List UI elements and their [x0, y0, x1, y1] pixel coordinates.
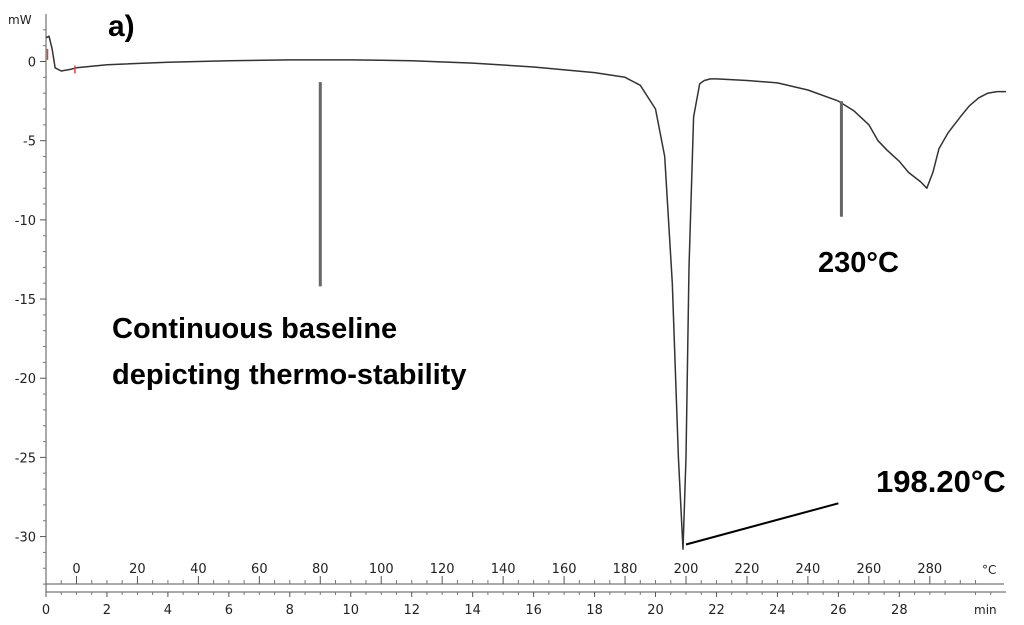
- temp-tick-label: 260: [856, 562, 881, 577]
- annotation-baseline-line2: depicting thermo-stability: [112, 359, 466, 391]
- x-axis-time: 0 2 4 6 8 10 12 14 16 18 20 22 24 26 28: [42, 592, 992, 618]
- panel-label: a): [108, 10, 135, 43]
- x-tick-label: 12: [403, 603, 420, 618]
- y-tick-label: -30: [15, 531, 36, 546]
- temp-tick-label: 160: [552, 562, 577, 577]
- temp-tick-label: 180: [613, 562, 638, 577]
- y-tick-label: -20: [15, 372, 36, 387]
- x-tick-label: 6: [225, 603, 233, 618]
- y-tick-label: 0: [28, 56, 36, 71]
- x-tick-label: 22: [708, 603, 725, 618]
- x-tick-label: 26: [830, 603, 847, 618]
- x-tick-label: 4: [164, 603, 172, 618]
- annotation-baseline-line1: Continuous baseline: [112, 313, 397, 345]
- x-tick-label: 24: [769, 603, 786, 618]
- temp-tick-label: 280: [917, 562, 942, 577]
- temp-tick-label: 0: [72, 562, 80, 577]
- annotation-peak: 198.20°C: [876, 464, 1006, 499]
- temp-tick-label: 80: [312, 562, 329, 577]
- x-unit-label: min: [974, 603, 997, 617]
- temp-tick-label: 20: [129, 562, 146, 577]
- x-tick-label: 28: [891, 603, 908, 618]
- annotation-onset: 230°C: [818, 247, 899, 279]
- y-axis: 0 -5 -10 -15 -20 -25 -30: [15, 29, 46, 585]
- temp-tick-label: 100: [369, 562, 394, 577]
- x-tick-label: 20: [647, 603, 664, 618]
- temp-tick-label: 240: [795, 562, 820, 577]
- plot-frame: [45, 14, 1006, 593]
- x-tick-label: 16: [525, 603, 542, 618]
- temp-tick-label: 40: [190, 562, 207, 577]
- x-axis-temperature: 0 20 40 60 80 100 120 140 160 180 200 220 240 260 280: [46, 562, 1004, 585]
- peak-leader-line: [685, 502, 839, 546]
- y-tick-label: -5: [23, 135, 36, 150]
- temp-tick-label: 200: [674, 562, 699, 577]
- y-tick-label: -25: [15, 451, 36, 466]
- y-unit-label: mW: [8, 13, 32, 27]
- annotations: [318, 82, 843, 546]
- temp-tick-label: 60: [251, 562, 268, 577]
- x-tick-label: 2: [103, 603, 111, 618]
- x-tick-label: 0: [42, 603, 50, 618]
- temp-tick-label: 120: [430, 562, 455, 577]
- series-group: [45, 35, 1006, 550]
- x2-unit-label: °C: [982, 563, 996, 577]
- x-tick-label: 10: [342, 603, 359, 618]
- y-tick-label: -10: [15, 214, 36, 229]
- y-tick-label: -15: [15, 293, 36, 308]
- dsc-curve: [45, 35, 1006, 550]
- temp-tick-label: 140: [491, 562, 516, 577]
- x-tick-label: 18: [586, 603, 603, 618]
- x-tick-label: 14: [464, 603, 481, 618]
- x-tick-label: 8: [286, 603, 294, 618]
- temp-tick-label: 220: [735, 562, 760, 577]
